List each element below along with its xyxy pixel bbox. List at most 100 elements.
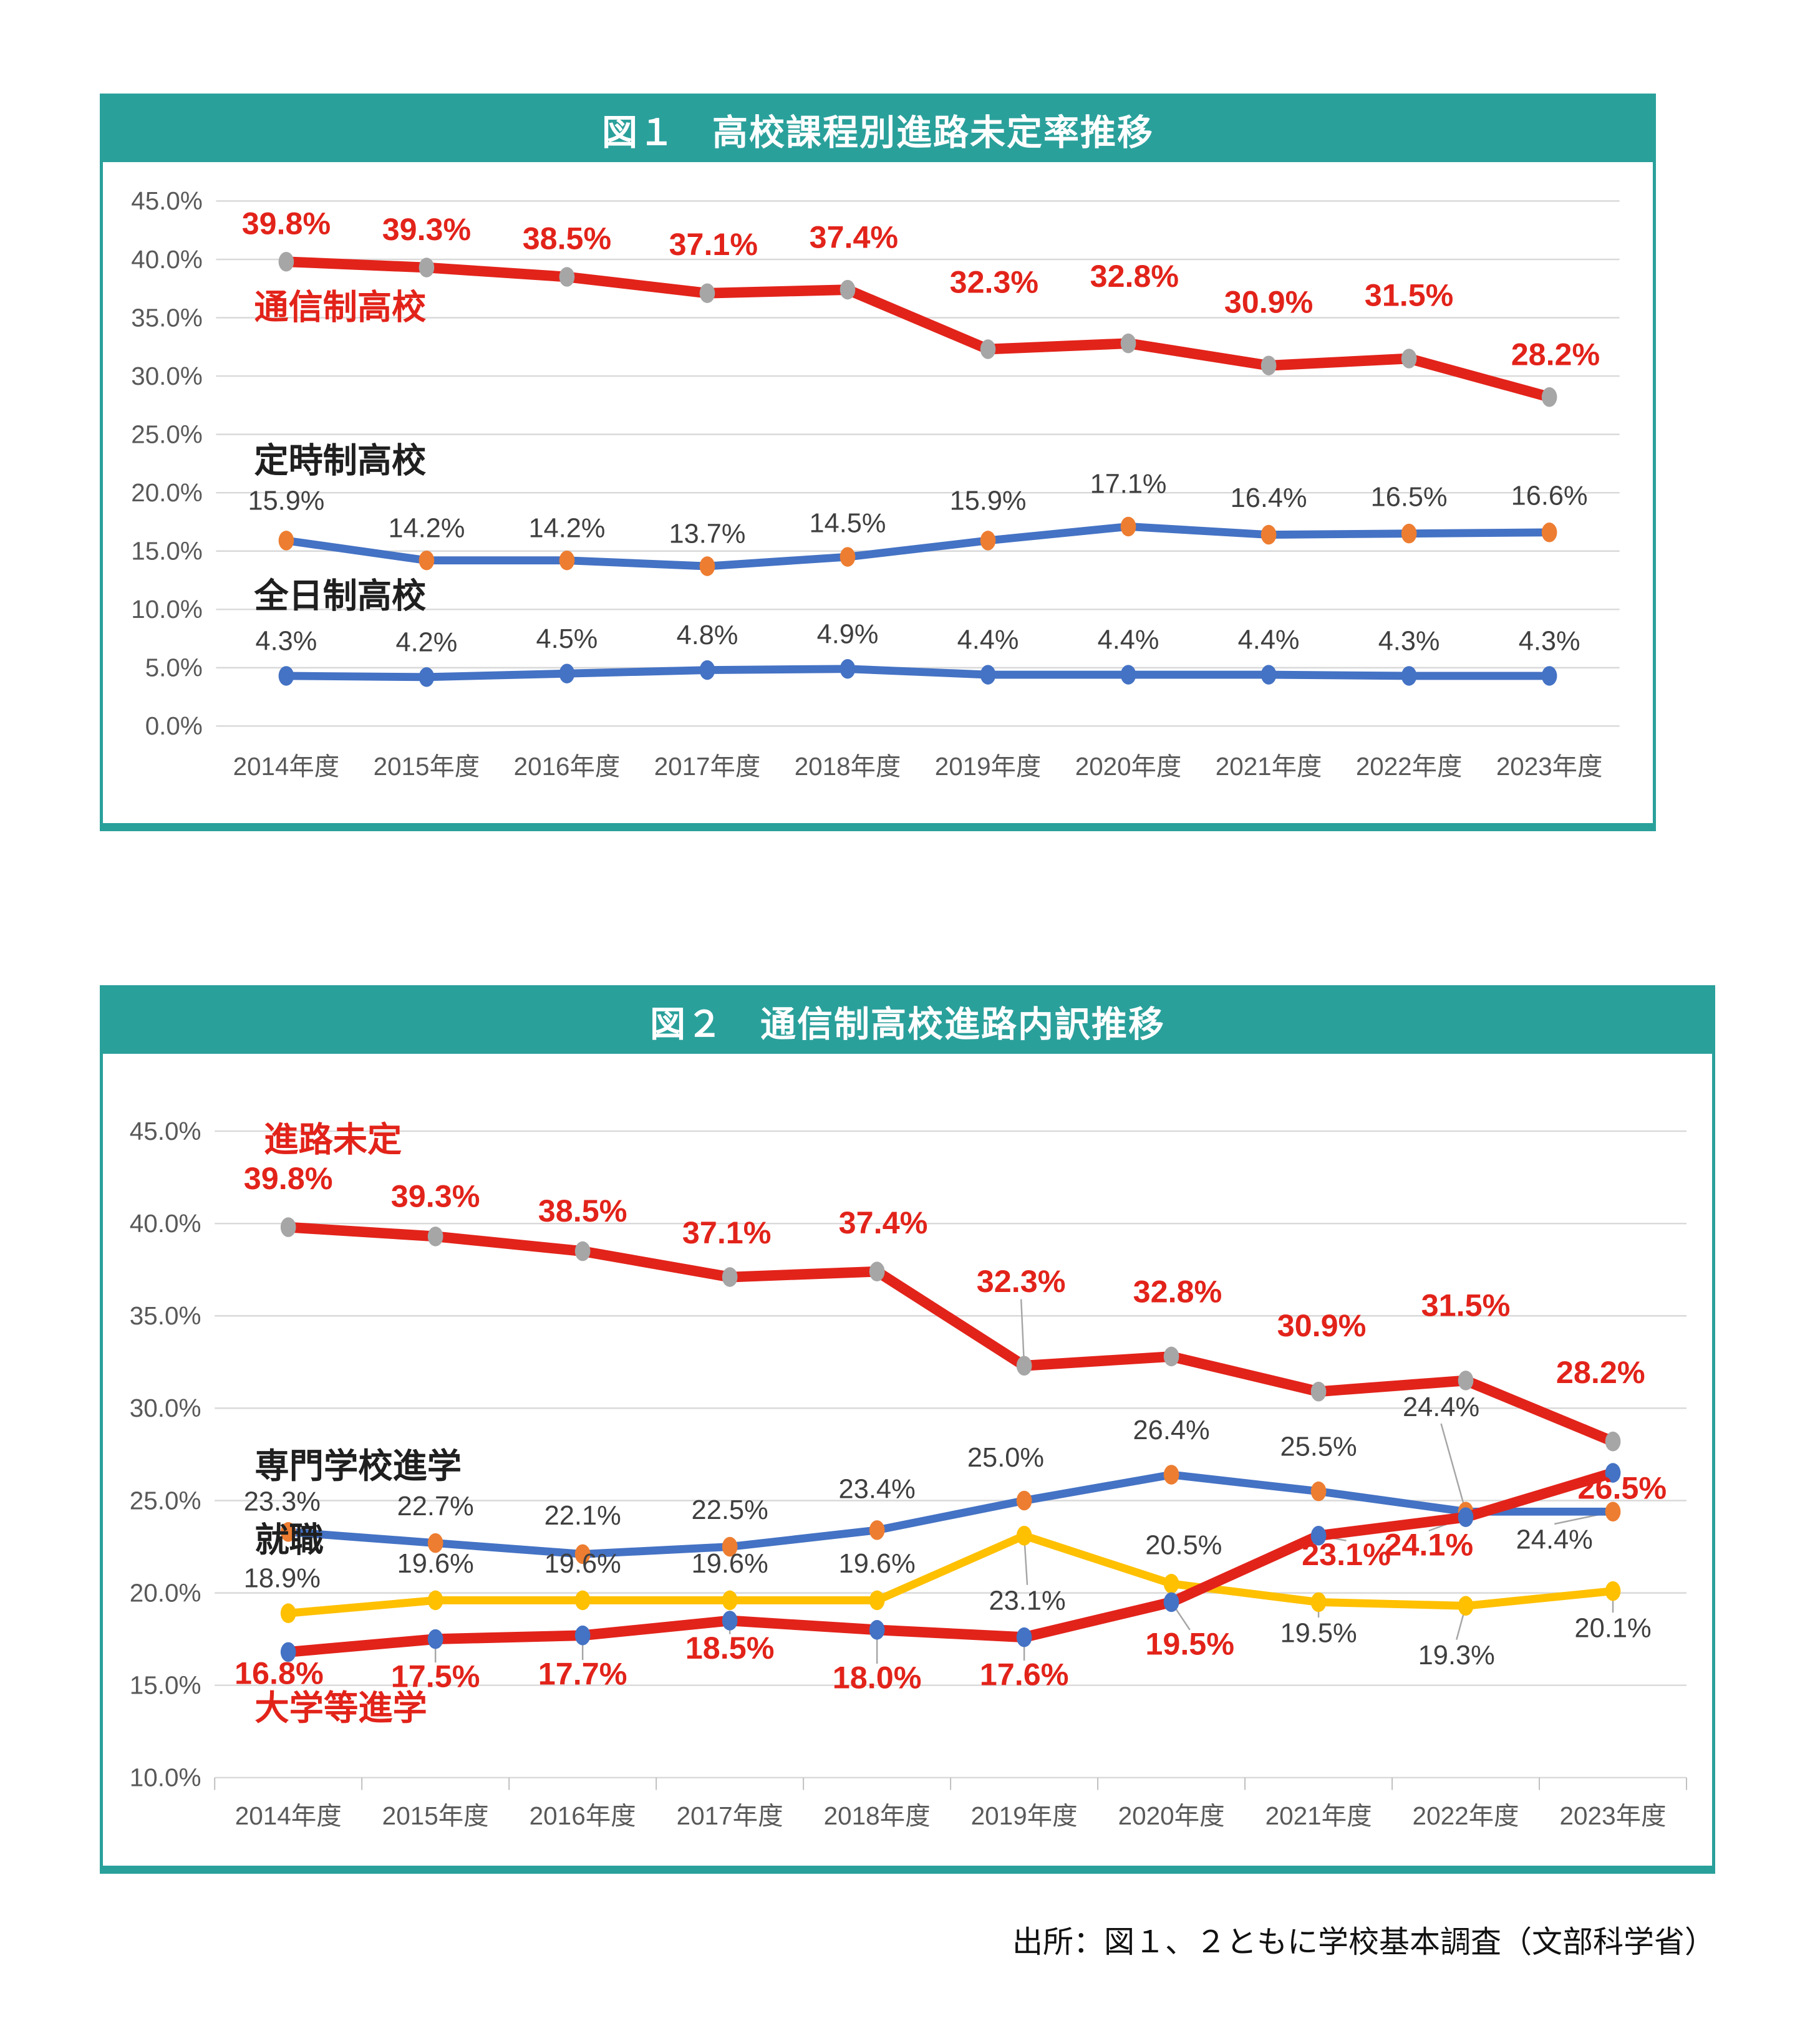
- data-label: 16.5%: [1371, 482, 1448, 512]
- data-point-marker: [559, 663, 575, 683]
- data-label: 4.4%: [1238, 625, 1300, 655]
- data-label: 38.5%: [538, 1193, 627, 1228]
- data-label: 24.4%: [1516, 1525, 1593, 1555]
- data-point-marker: [1605, 1431, 1621, 1452]
- data-point-marker: [1458, 1507, 1474, 1527]
- data-point-marker: [1016, 1490, 1032, 1511]
- data-label: 14.2%: [388, 513, 465, 543]
- data-label: 16.6%: [1511, 481, 1588, 511]
- figure2-plot-area: 45.0% 40.0% 35.0% 30.0% 25.0% 20.0% 15.0% 10.0%…: [130, 1117, 1688, 1830]
- source-note: 出所：図１、２ともに学校基本調査（文部科学省）: [1012, 1926, 1715, 1959]
- data-point-marker: [1458, 1371, 1474, 1391]
- data-label: 4.2%: [396, 627, 458, 657]
- data-label: 23.1%: [989, 1586, 1065, 1616]
- y-axis-tick-label: 40.0%: [130, 1209, 201, 1238]
- data-point-marker: [869, 1620, 885, 1640]
- series-line-通信制高校: [281, 256, 1555, 403]
- data-label: 16.8%: [235, 1656, 324, 1691]
- data-label: 24.1%: [1384, 1526, 1473, 1562]
- data-point-marker: [574, 1590, 591, 1611]
- x-axis-category-label: 2015年度: [374, 752, 480, 781]
- data-point-marker: [427, 1533, 443, 1553]
- data-label: 4.3%: [1378, 627, 1440, 657]
- data-label: 22.1%: [544, 1501, 621, 1531]
- data-point-marker: [869, 1261, 885, 1281]
- data-point-marker: [1261, 355, 1277, 375]
- y-axis-tick-label: 35.0%: [130, 1301, 201, 1330]
- y-axis-tick-label: 30.0%: [130, 1394, 201, 1422]
- data-label: 25.0%: [967, 1443, 1044, 1473]
- data-point-marker: [280, 1603, 296, 1623]
- x-axis-category-label: 2022年度: [1356, 752, 1463, 781]
- data-label: 31.5%: [1365, 277, 1453, 312]
- data-label: 4.9%: [817, 619, 879, 649]
- data-label: 4.4%: [1098, 625, 1159, 655]
- data-label: 22.5%: [692, 1495, 768, 1525]
- y-axis-tick-label: 10.0%: [131, 595, 202, 624]
- x-axis-category-label: 2015年度: [382, 1801, 489, 1830]
- series-name-label: 通信制高校: [254, 287, 426, 326]
- data-point-marker: [1310, 1592, 1327, 1613]
- data-label: 16.4%: [1231, 483, 1307, 513]
- data-label: 23.3%: [244, 1487, 321, 1516]
- data-point-marker: [559, 550, 575, 571]
- y-axis-tick-label: 25.0%: [130, 1486, 201, 1515]
- data-label: 38.5%: [523, 221, 611, 256]
- data-point-marker: [1605, 1502, 1621, 1522]
- data-label: 17.6%: [980, 1657, 1069, 1692]
- data-label: 28.2%: [1556, 1354, 1645, 1390]
- data-point-marker: [427, 1227, 443, 1246]
- data-label: 26.5%: [1577, 1470, 1667, 1506]
- data-point-marker: [1163, 1465, 1179, 1485]
- data-label: 19.6%: [397, 1549, 474, 1579]
- data-point-marker: [980, 665, 996, 685]
- data-point-marker: [869, 1590, 885, 1611]
- y-axis-tick-label: 0.0%: [145, 711, 203, 740]
- figure2-title: 図２ 通信制高校進路内訳推移: [103, 988, 1712, 1054]
- data-label: 32.8%: [1090, 259, 1179, 294]
- x-axis-category-label: 2021年度: [1216, 752, 1322, 781]
- data-point-marker: [1401, 349, 1417, 369]
- series-line-専門学校進学: [284, 1470, 1617, 1558]
- data-point-marker: [1261, 665, 1277, 685]
- data-label: 18.5%: [685, 1630, 775, 1666]
- data-label: 14.5%: [810, 509, 886, 539]
- data-point-marker: [427, 1590, 443, 1611]
- data-label: 19.3%: [1418, 1641, 1495, 1670]
- series-name-label: 定時制高校: [254, 441, 426, 480]
- x-axis-category-label: 2019年度: [935, 752, 1042, 781]
- data-label: 18.9%: [244, 1564, 321, 1594]
- x-axis-category-label: 2016年度: [514, 752, 621, 781]
- data-point-marker: [278, 531, 294, 551]
- y-axis-tick-label: 5.0%: [145, 653, 203, 682]
- data-point-marker: [699, 283, 715, 303]
- data-point-marker: [1401, 666, 1417, 686]
- data-point-marker: [1605, 1463, 1621, 1483]
- y-axis-tick-label: 10.0%: [130, 1763, 201, 1792]
- data-label: 32.3%: [977, 1263, 1066, 1299]
- data-point-marker: [574, 1241, 591, 1261]
- data-point-marker: [427, 1629, 443, 1649]
- data-point-marker: [1605, 1581, 1621, 1601]
- data-point-marker: [1163, 1573, 1179, 1594]
- data-label: 37.1%: [669, 227, 758, 262]
- y-axis-tick-label: 25.0%: [131, 420, 202, 448]
- x-axis-category-label: 2017年度: [677, 1801, 783, 1830]
- data-label: 15.9%: [950, 486, 1027, 516]
- data-label: 18.0%: [833, 1660, 922, 1695]
- data-label: 4.3%: [1519, 627, 1580, 657]
- data-label: 25.5%: [1280, 1432, 1357, 1462]
- x-axis-category-label: 2021年度: [1265, 1801, 1372, 1830]
- data-label: 39.8%: [242, 206, 331, 241]
- data-point-marker: [559, 267, 575, 287]
- x-axis-category-label: 2019年度: [971, 1801, 1078, 1830]
- data-point-marker: [1120, 333, 1136, 354]
- series-line-定時制高校: [282, 523, 1554, 571]
- data-point-marker: [722, 1611, 738, 1631]
- figure2-chart: 45.0% 40.0% 35.0% 30.0% 25.0% 20.0% 15.0% 10.0%…: [100, 985, 1715, 1874]
- data-label: 4.3%: [256, 627, 317, 657]
- data-point-marker: [280, 1642, 296, 1662]
- y-axis-tick-label: 45.0%: [130, 1117, 201, 1145]
- series-name-label: 全日制高校: [253, 576, 426, 615]
- series-line-全日制高校: [282, 665, 1554, 682]
